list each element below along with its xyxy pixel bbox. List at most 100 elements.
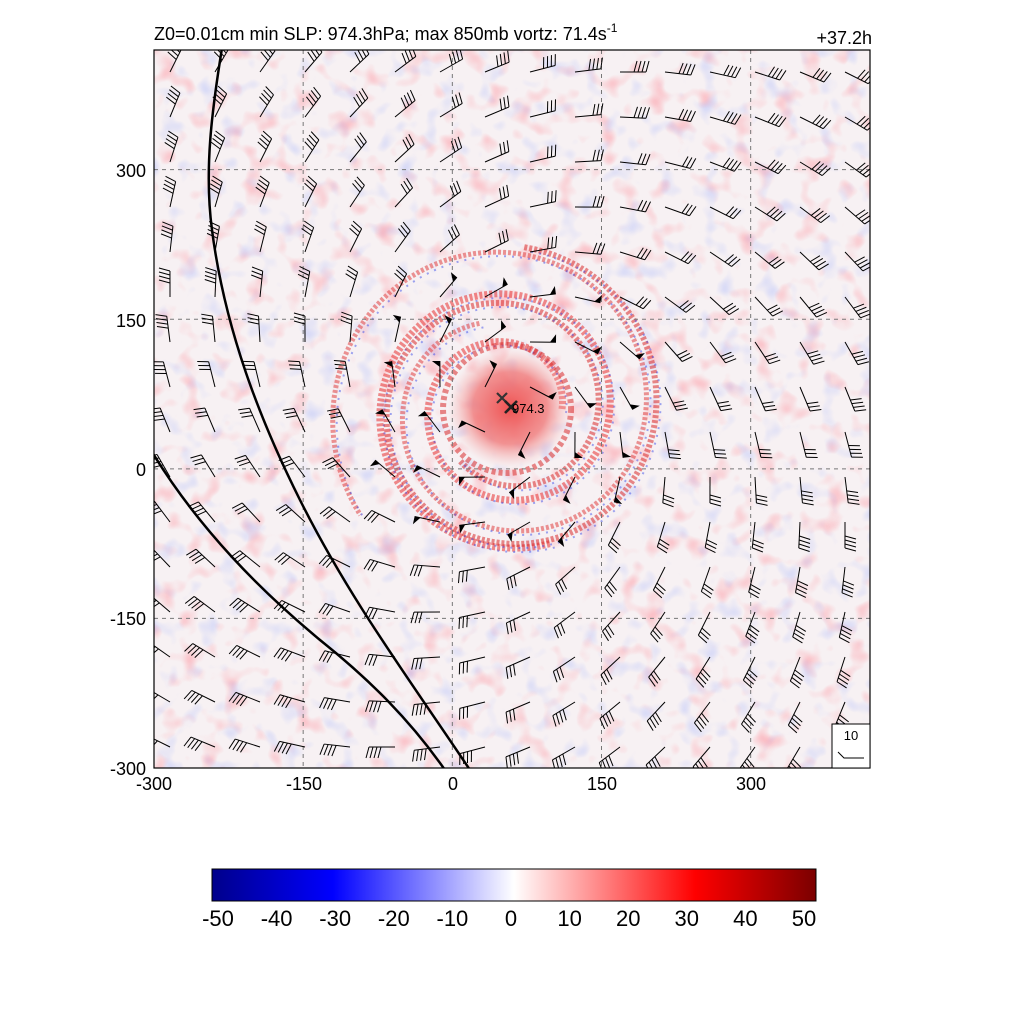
barb-feather	[307, 51, 315, 62]
barb-feather	[812, 258, 824, 265]
barb-feather	[725, 358, 737, 364]
barb-feather	[682, 109, 689, 121]
wind-barb	[365, 746, 396, 759]
barb-feather	[600, 674, 607, 686]
barb-feather	[192, 457, 204, 462]
barb-feather	[308, 134, 318, 144]
barb-staff	[709, 431, 716, 458]
barb-staff	[602, 611, 621, 632]
barb-feather	[452, 183, 459, 195]
wind-barb	[799, 431, 818, 458]
barb-staff	[709, 71, 736, 79]
barb-pennant	[412, 516, 421, 525]
wind-barb	[529, 236, 558, 253]
barb-feather	[679, 300, 689, 309]
barb-feather	[609, 581, 617, 591]
barb-feather	[746, 758, 755, 768]
rainband	[383, 244, 660, 548]
wind-barb	[754, 386, 777, 412]
barb-staff	[754, 341, 770, 364]
barb-feather	[645, 201, 651, 213]
barb-staff	[459, 566, 486, 573]
barb-feather	[190, 647, 200, 656]
barb-feather	[846, 490, 859, 494]
barb-feather	[715, 456, 727, 459]
barb-staff	[154, 738, 171, 748]
wind-barb	[619, 199, 651, 213]
barb-staff	[349, 271, 359, 298]
barb-feather	[744, 761, 751, 768]
barb-feather	[860, 117, 870, 127]
wind-barb	[551, 746, 576, 768]
wind-barb	[301, 220, 315, 253]
barb-staff	[844, 71, 869, 85]
wind-barb	[619, 386, 640, 410]
barb-pennant	[417, 411, 428, 417]
barb-feather	[676, 407, 688, 411]
barb-feather	[808, 302, 820, 309]
barb-feather	[687, 254, 697, 265]
barb-staff	[283, 552, 306, 568]
barb-staff	[562, 476, 576, 501]
barb-feather	[498, 232, 502, 245]
barb-staff	[439, 276, 458, 298]
barb-feather	[357, 50, 364, 60]
wind-barb	[697, 611, 711, 644]
barb-feather	[322, 604, 330, 615]
barb-feather	[662, 502, 674, 508]
barb-feather	[327, 744, 333, 756]
barb-feather	[856, 115, 866, 125]
barb-feather	[319, 697, 325, 709]
barb-staff	[214, 271, 217, 298]
wind-barb	[602, 611, 621, 642]
barb-feather	[281, 509, 292, 517]
barb-staff	[154, 597, 171, 613]
barb-feather	[654, 586, 664, 595]
barb-feather	[794, 628, 805, 636]
barb-feather	[366, 50, 370, 55]
wind-barb	[844, 386, 867, 412]
barb-feather	[728, 308, 740, 316]
barb-staff	[280, 647, 306, 658]
barb-feather	[166, 96, 176, 105]
barb-staff	[394, 187, 413, 208]
wind-barb	[228, 691, 261, 707]
barb-feather	[809, 255, 821, 263]
barb-feather	[194, 695, 203, 705]
barb-feather	[747, 713, 756, 723]
barb-staff	[279, 694, 306, 703]
wind-barb	[619, 296, 652, 310]
barb-staff	[709, 341, 726, 364]
wind-barb	[574, 294, 603, 304]
barb-feather	[273, 741, 281, 752]
barb-feather	[674, 404, 687, 408]
barb-feather	[812, 68, 821, 78]
barb-feather	[596, 149, 600, 161]
barb-feather	[767, 159, 776, 169]
wind-barb	[799, 386, 822, 412]
barb-staff	[293, 408, 306, 433]
barb-pennant	[549, 285, 556, 295]
barb-staff	[193, 596, 216, 613]
barb-staff	[159, 407, 171, 433]
wind-barb	[574, 57, 603, 73]
barb-feather	[858, 211, 869, 220]
barb-pennant	[459, 524, 466, 534]
barb-feather	[690, 64, 696, 76]
barb-key-icon	[837, 751, 864, 759]
wind-barb	[664, 431, 681, 460]
barb-feather	[408, 50, 414, 59]
barb-feather	[698, 634, 708, 644]
barb-feather	[513, 619, 517, 631]
barb-staff	[754, 296, 774, 317]
barb-feather	[216, 89, 226, 98]
wind-barb	[154, 549, 171, 568]
barb-feather	[636, 247, 644, 258]
barb-feather	[457, 571, 460, 584]
barb-feather	[720, 351, 732, 357]
wind-barb	[844, 296, 870, 319]
wind-barb	[293, 312, 306, 343]
wind-barb	[431, 360, 441, 388]
barb-feather	[265, 86, 274, 96]
barb-feather	[774, 261, 785, 269]
